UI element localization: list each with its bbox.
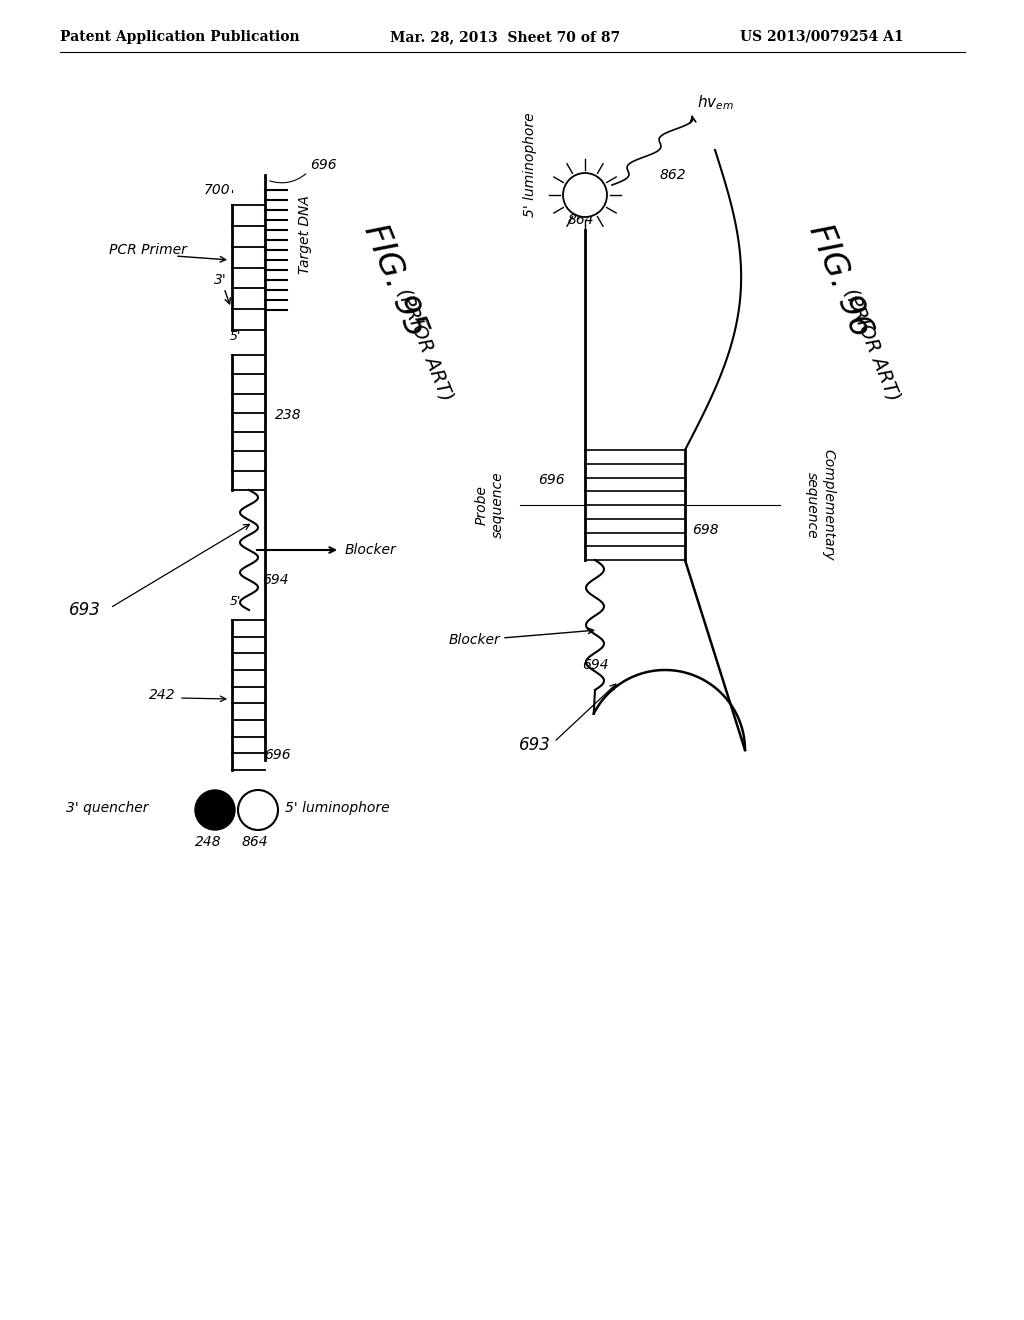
Text: Probe
sequence: Probe sequence	[475, 471, 505, 539]
Text: 696: 696	[538, 473, 564, 487]
Text: 694: 694	[582, 657, 608, 672]
Text: 862: 862	[660, 168, 687, 182]
Text: 864: 864	[568, 213, 595, 227]
Text: FIG. 96: FIG. 96	[803, 219, 878, 342]
Text: Blocker: Blocker	[449, 634, 500, 647]
Circle shape	[563, 173, 607, 216]
Text: 3' quencher: 3' quencher	[66, 801, 148, 814]
Text: 693: 693	[69, 601, 101, 619]
Text: Target DNA: Target DNA	[298, 195, 312, 275]
Text: Complementary
sequence: Complementary sequence	[805, 449, 836, 561]
Text: 700: 700	[204, 183, 230, 197]
Text: 3': 3'	[214, 273, 226, 286]
Text: FIG. 95: FIG. 95	[357, 219, 432, 342]
Text: 696: 696	[264, 748, 291, 762]
Text: 864: 864	[242, 836, 268, 849]
Text: 242: 242	[148, 688, 175, 702]
Text: 693: 693	[519, 737, 551, 754]
Text: 698: 698	[692, 523, 719, 537]
Circle shape	[238, 789, 278, 830]
Text: PCR Primer: PCR Primer	[110, 243, 187, 257]
Text: 238: 238	[275, 408, 302, 422]
Text: 5' luminophore: 5' luminophore	[523, 112, 537, 218]
Text: Patent Application Publication: Patent Application Publication	[60, 30, 300, 44]
Text: 5': 5'	[229, 330, 241, 343]
Circle shape	[195, 789, 234, 830]
Text: (PRIOR ART): (PRIOR ART)	[393, 285, 457, 404]
Text: Mar. 28, 2013  Sheet 70 of 87: Mar. 28, 2013 Sheet 70 of 87	[390, 30, 621, 44]
Text: (PRIOR ART): (PRIOR ART)	[841, 285, 903, 404]
Text: 694: 694	[262, 573, 289, 587]
Text: Blocker: Blocker	[345, 543, 396, 557]
Text: US 2013/0079254 A1: US 2013/0079254 A1	[740, 30, 903, 44]
Text: 696: 696	[310, 158, 337, 172]
Text: 5' luminophore: 5' luminophore	[285, 801, 389, 814]
Text: 248: 248	[195, 836, 221, 849]
Text: 5': 5'	[229, 595, 241, 609]
Text: $hv_{em}$: $hv_{em}$	[697, 94, 734, 112]
